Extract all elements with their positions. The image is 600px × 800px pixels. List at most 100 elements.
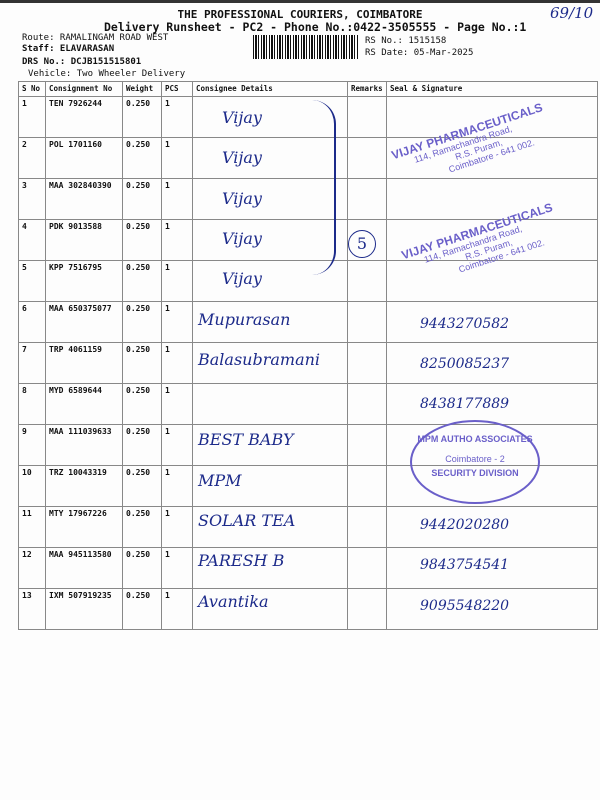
- cell-empty: [347, 96, 387, 138]
- handwritten-phone: 9443270582: [420, 315, 510, 332]
- cell-weight: 0.250: [122, 301, 162, 343]
- cell-sno: 6: [18, 301, 46, 343]
- table-row: 3 MAA 302840390 0.250 1: [18, 178, 598, 220]
- handwritten-note: 69/10: [550, 4, 594, 22]
- handwritten-consignee: Vijay: [222, 269, 262, 289]
- cell-weight: 0.250: [122, 588, 162, 630]
- handwritten-consignee: Vijay: [222, 108, 262, 127]
- column-header: S No: [18, 81, 46, 97]
- cell-empty: [347, 383, 387, 425]
- table-row: 2 POL 1701160 0.250 1: [18, 137, 598, 179]
- cell-pcs: 1: [161, 588, 193, 630]
- cell-empty: [386, 96, 598, 138]
- cell-empty: [386, 178, 598, 220]
- cell-empty: [386, 506, 598, 548]
- cell-cn: MAA 111039633: [45, 424, 123, 466]
- runsheet-table: S No Consignment No Weight PCS Consignee Det…: [18, 81, 598, 630]
- company-title: THE PROFESSIONAL COURIERS, COIMBATORE: [177, 8, 423, 21]
- cell-empty: [347, 547, 387, 589]
- cell-sno: 10: [18, 465, 46, 507]
- cell-sno: 2: [18, 137, 46, 179]
- cell-pcs: 1: [161, 383, 193, 425]
- cell-cn: IXM 507919235: [45, 588, 123, 630]
- cell-cn: MYD 6589644: [45, 383, 123, 425]
- cell-sno: 8: [18, 383, 46, 425]
- table-row: 8 MYD 6589644 0.250 1: [18, 383, 598, 425]
- cell-empty: [192, 383, 348, 425]
- cell-sno: 12: [18, 547, 46, 589]
- cell-empty: [192, 178, 348, 220]
- cell-cn: TRP 4061159: [45, 342, 123, 384]
- security-round-stamp: MPM AUTHO ASSOCIATES Coimbatore - 2 SECU…: [410, 420, 540, 504]
- handwritten-phone: 9095548220: [420, 597, 510, 614]
- cell-pcs: 1: [161, 219, 193, 261]
- handwritten-consignee: BEST BABY: [198, 430, 294, 450]
- column-header: Weight: [122, 81, 162, 97]
- handwritten-phone: 9843754541: [420, 557, 510, 574]
- cell-empty: [347, 178, 387, 220]
- cell-empty: [347, 260, 387, 302]
- cell-empty: [192, 342, 348, 384]
- cell-sno: 9: [18, 424, 46, 466]
- handwritten-consignee: Avantika: [198, 591, 269, 611]
- cell-cn: PDK 9013588: [45, 219, 123, 261]
- handwritten-phone: 8250085237: [420, 355, 510, 372]
- cell-cn: MAA 302840390: [45, 178, 123, 220]
- cell-cn: TEN 7926244: [45, 96, 123, 138]
- handwritten-consignee: MPM: [198, 470, 242, 490]
- table-row: 11 MTY 17967226 0.250 1: [18, 506, 598, 548]
- bracket-mark: [312, 100, 336, 275]
- column-header: Seal & Signature: [386, 81, 598, 97]
- cell-cn: TRZ 10043319: [45, 465, 123, 507]
- cell-sno: 4: [18, 219, 46, 261]
- handwritten-consignee: Vijay: [222, 148, 262, 168]
- cell-weight: 0.250: [122, 178, 162, 220]
- column-header: Remarks: [347, 81, 387, 97]
- handwritten-consignee: SOLAR TEA: [198, 511, 296, 530]
- rs-number: RS No.: 1515158: [365, 36, 447, 46]
- cell-empty: [386, 137, 598, 179]
- cell-cn: POL 1701160: [45, 137, 123, 179]
- handwritten-consignee: Vijay: [222, 188, 262, 208]
- cell-weight: 0.250: [122, 96, 162, 138]
- vehicle: Vehicle: Two Wheeler Delivery: [28, 69, 186, 79]
- handwritten-phone: 8438177889: [420, 396, 510, 413]
- cell-cn: KPP 7516795: [45, 260, 123, 302]
- cell-weight: 0.250: [122, 506, 162, 548]
- cell-sno: 1: [18, 96, 46, 138]
- handwritten-consignee: Mupurasan: [198, 309, 291, 329]
- cell-cn: MAA 650375077: [45, 301, 123, 343]
- cell-empty: [386, 219, 598, 261]
- route: Route: RAMALINGAM ROAD WEST: [22, 33, 169, 43]
- cell-weight: 0.250: [122, 424, 162, 466]
- cell-pcs: 1: [161, 506, 193, 548]
- cell-pcs: 1: [161, 342, 193, 384]
- handwritten-consignee: Balasubramani: [198, 349, 321, 369]
- handwritten-consignee: Vijay: [222, 228, 262, 248]
- handwritten-phone: 9442020280: [420, 517, 510, 533]
- cell-sno: 13: [18, 588, 46, 630]
- column-header: Consignment No: [45, 81, 123, 97]
- cell-weight: 0.250: [122, 260, 162, 302]
- barcode: [253, 35, 358, 59]
- column-header: Consignee Details: [192, 81, 348, 97]
- column-header: PCS: [161, 81, 193, 97]
- circled-count: 5: [348, 230, 376, 258]
- cell-empty: [347, 588, 387, 630]
- cell-empty: [347, 342, 387, 384]
- staff: Staff: ELAVARASAN: [22, 44, 115, 54]
- cell-empty: [192, 137, 348, 179]
- cell-empty: [347, 424, 387, 466]
- cell-weight: 0.250: [122, 465, 162, 507]
- table-row: 12 MAA 945113580 0.250 1: [18, 547, 598, 589]
- cell-pcs: 1: [161, 137, 193, 179]
- cell-pcs: 1: [161, 547, 193, 589]
- cell-empty: [192, 301, 348, 343]
- table-row: 4 PDK 9013588 0.250 1: [18, 219, 598, 261]
- cell-pcs: 1: [161, 96, 193, 138]
- rs-date: RS Date: 05-Mar-2025: [365, 48, 474, 58]
- cell-pcs: 1: [161, 424, 193, 466]
- scan-border: [0, 0, 600, 3]
- table-row: 5 KPP 7516795 0.250 1: [18, 260, 598, 302]
